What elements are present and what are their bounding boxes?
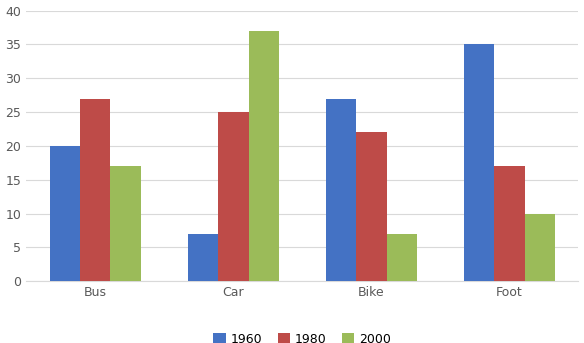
Bar <box>249 31 279 281</box>
Bar <box>80 98 110 281</box>
Bar <box>356 132 387 281</box>
Bar <box>524 214 555 281</box>
Bar <box>218 112 249 281</box>
Bar <box>494 166 524 281</box>
Bar <box>464 44 494 281</box>
Bar <box>188 234 218 281</box>
Bar <box>50 146 80 281</box>
Bar <box>326 98 356 281</box>
Legend: 1960, 1980, 2000: 1960, 1980, 2000 <box>208 328 396 343</box>
Bar <box>110 166 141 281</box>
Bar <box>387 234 417 281</box>
